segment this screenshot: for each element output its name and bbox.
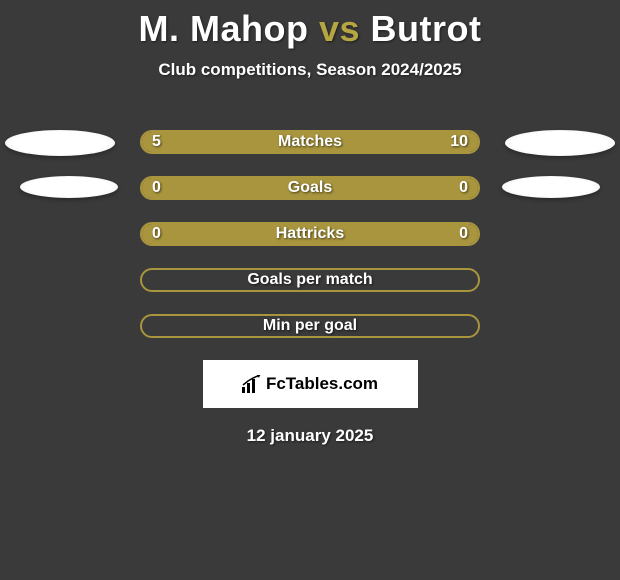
brand-text: FcTables.com — [266, 374, 378, 394]
player2-name: Butrot — [371, 8, 482, 49]
date-text: 12 january 2025 — [0, 426, 620, 446]
player1-avatar — [5, 130, 115, 156]
stat-row-goals: 0 Goals 0 — [0, 176, 620, 202]
stat-value-right: 0 — [459, 179, 468, 197]
stat-value-right: 10 — [450, 133, 468, 151]
bar-hattricks: 0 Hattricks 0 — [140, 222, 480, 246]
subtitle: Club competitions, Season 2024/2025 — [0, 60, 620, 80]
stat-value-right: 0 — [459, 225, 468, 243]
player2-avatar — [505, 130, 615, 156]
bar-min-per-goal: Min per goal — [140, 314, 480, 338]
stat-row-min-per-goal: Min per goal — [0, 314, 620, 340]
player2-avatar — [502, 176, 600, 198]
page-title: M. Mahop vs Butrot — [0, 0, 620, 50]
stats-chart: 5 Matches 10 0 Goals 0 0 Hattricks 0 Goa… — [0, 130, 620, 340]
stat-row-goals-per-match: Goals per match — [0, 268, 620, 294]
stat-label: Hattricks — [142, 225, 478, 243]
bar-goals-per-match: Goals per match — [140, 268, 480, 292]
bar-goals: 0 Goals 0 — [140, 176, 480, 200]
stat-label: Matches — [142, 133, 478, 151]
player1-name: M. Mahop — [138, 8, 308, 49]
bar-matches: 5 Matches 10 — [140, 130, 480, 154]
player1-avatar — [20, 176, 118, 198]
vs-text: vs — [319, 8, 360, 49]
stat-row-hattricks: 0 Hattricks 0 — [0, 222, 620, 248]
stat-label: Goals — [142, 179, 478, 197]
stat-row-matches: 5 Matches 10 — [0, 130, 620, 156]
stat-label: Min per goal — [142, 317, 478, 335]
stat-label: Goals per match — [142, 271, 478, 289]
chart-icon — [242, 375, 262, 393]
branding-box[interactable]: FcTables.com — [203, 360, 418, 408]
